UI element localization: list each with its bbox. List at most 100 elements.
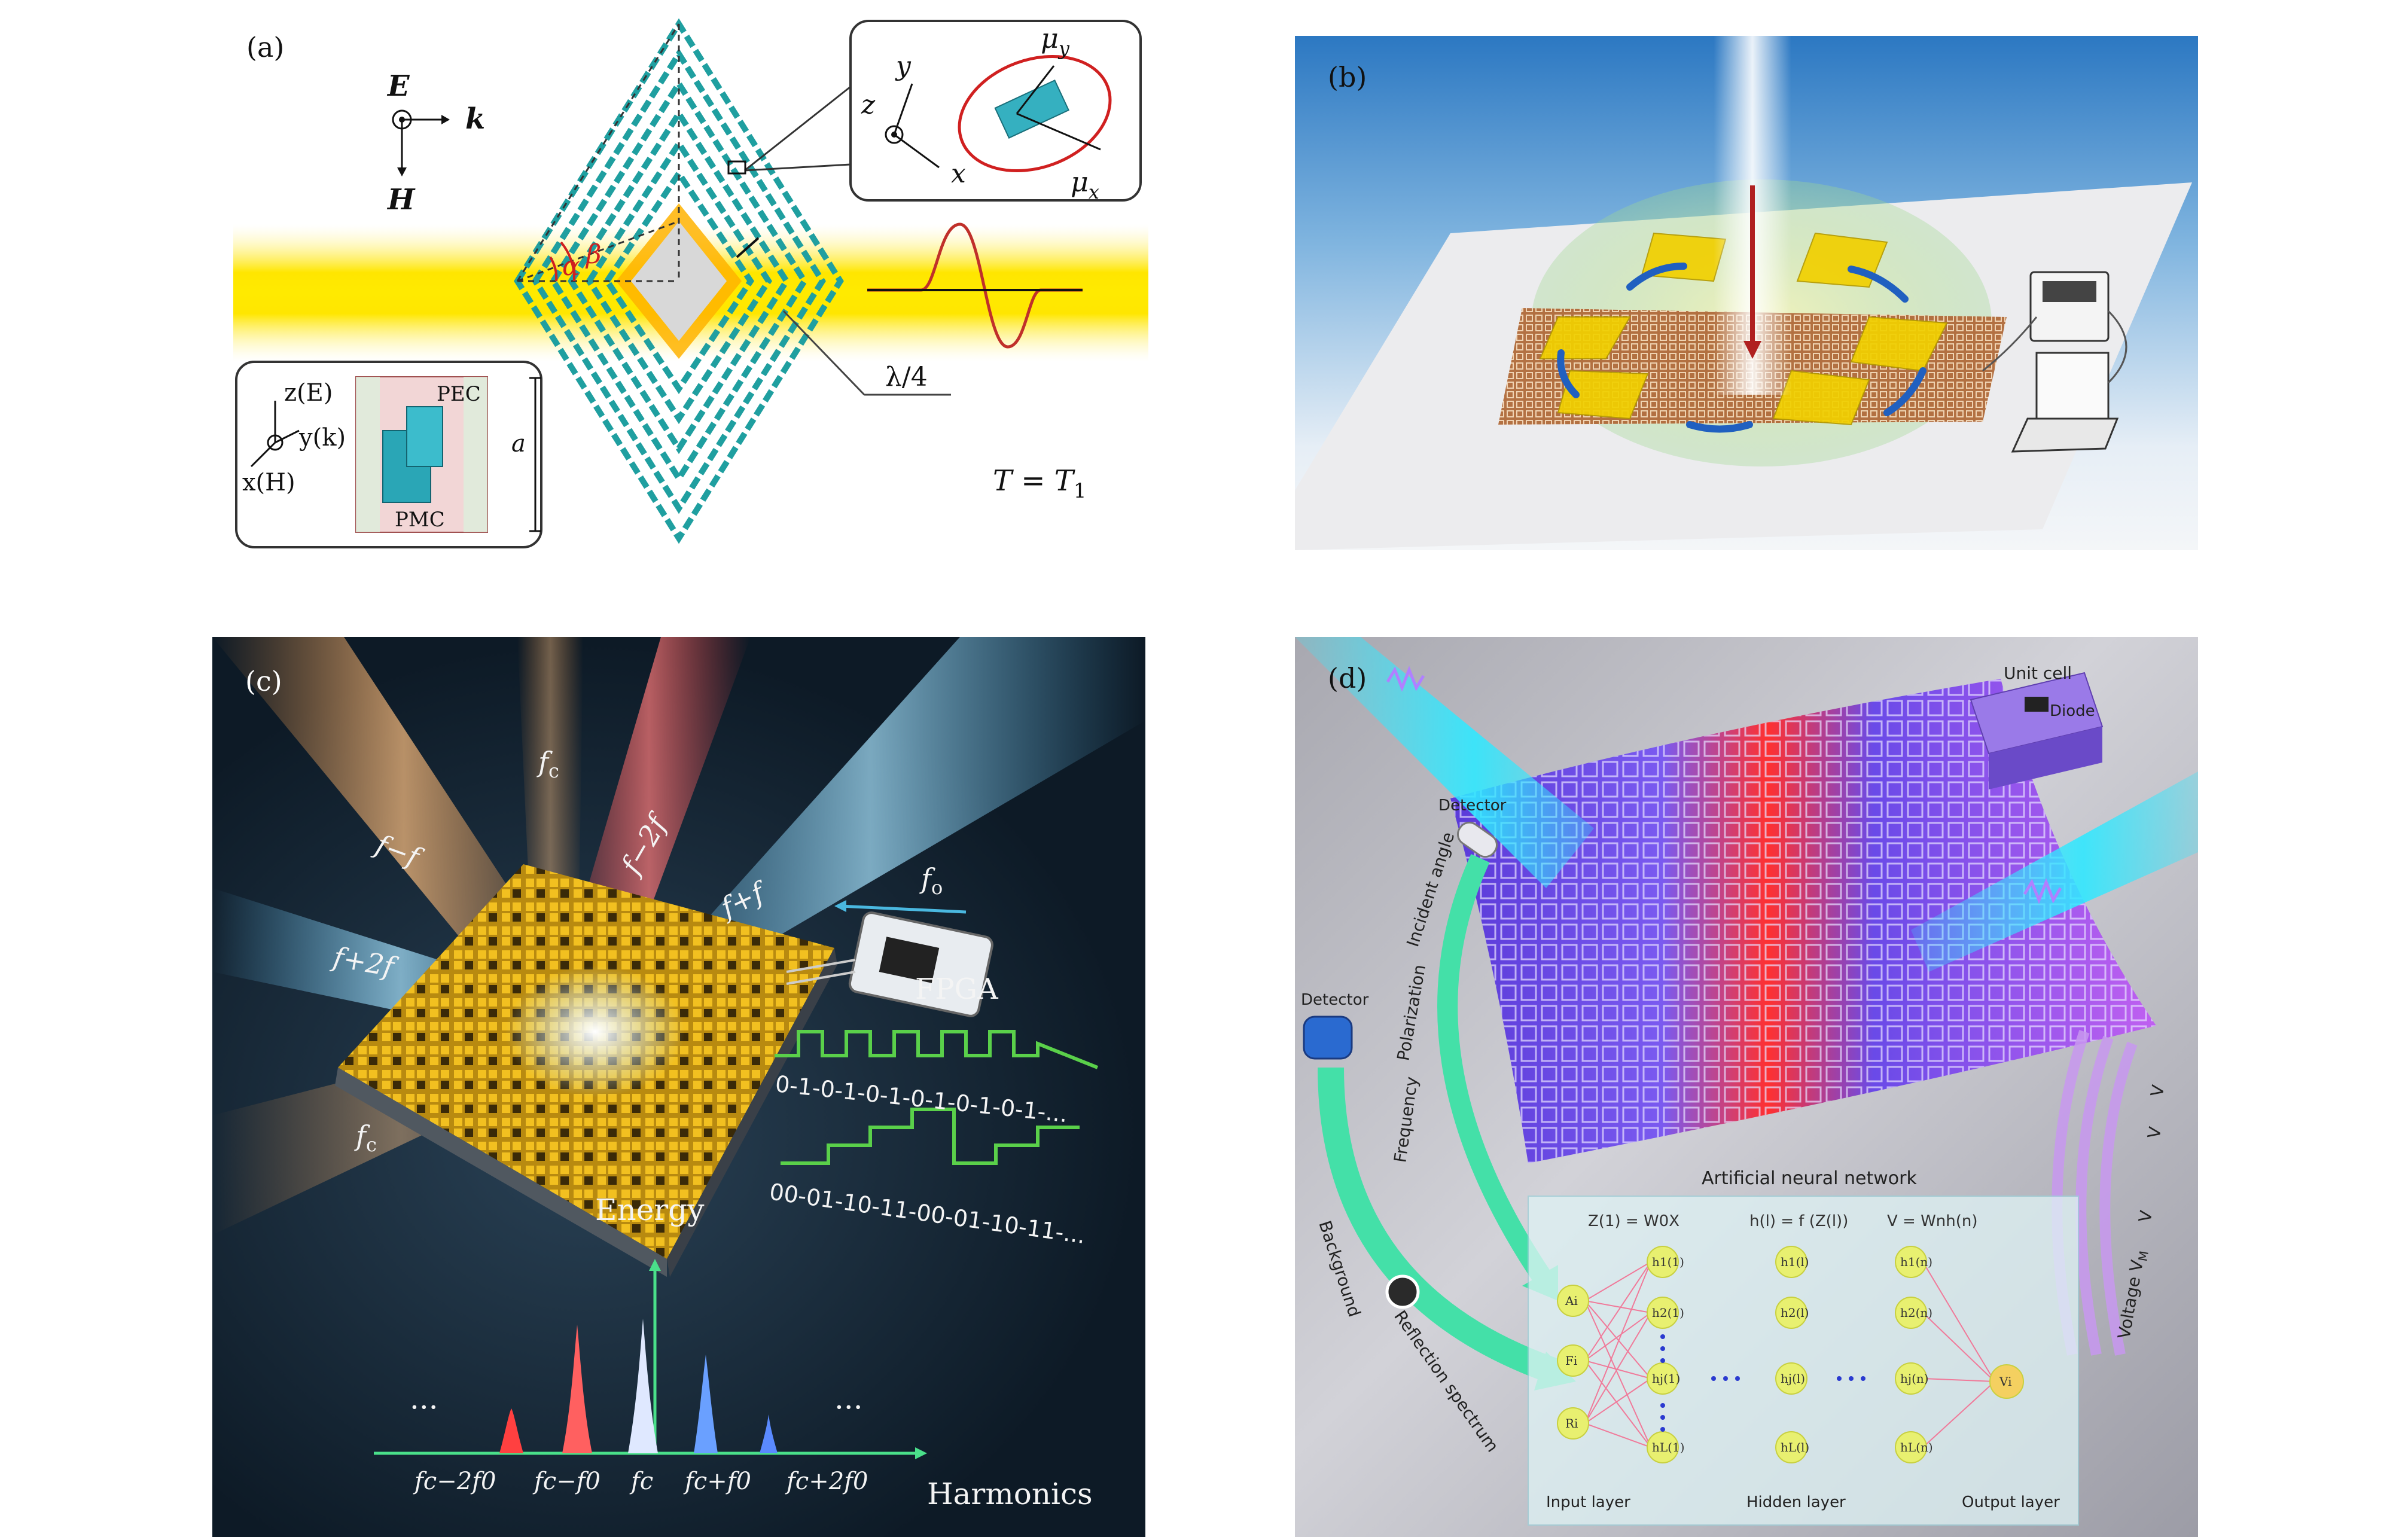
- panel-a-label: (a): [246, 31, 284, 63]
- panel-b-label: (b): [1328, 61, 1367, 93]
- permeability-ellipse: [958, 54, 1112, 173]
- harmonic-peaks: [499, 1319, 778, 1453]
- alpha-label: α: [562, 251, 580, 282]
- cell-size-a-label: a: [511, 430, 526, 458]
- beta-label: β: [585, 239, 601, 270]
- diode-chip: [2025, 697, 2049, 712]
- E-label: E: [386, 69, 410, 103]
- detector-top-icon: [1457, 821, 1498, 858]
- zE-label: z(E): [284, 379, 333, 407]
- tick-fc-plus-2f0: fc+2f0: [785, 1468, 868, 1495]
- hidden-layer-label: Hidden layer: [1746, 1493, 1846, 1511]
- fc-top-label: fc: [537, 746, 559, 782]
- fo-label: fo: [919, 862, 943, 899]
- binary-code-wave: [775, 1030, 1099, 1069]
- transmitted-wave: [867, 222, 1083, 349]
- node-input-A: Ai: [1565, 1294, 1578, 1308]
- inset-y-label: y: [895, 51, 912, 81]
- xH-label: x(H): [242, 469, 295, 496]
- node-hl-L: hL(l): [1781, 1440, 1809, 1454]
- z-axis-dot: [885, 125, 904, 144]
- node-h1-L: hL(1): [1652, 1440, 1685, 1454]
- ann-ellipsis-dots: [1660, 1334, 1865, 1432]
- polarization-label: Polarization: [1393, 963, 1429, 1062]
- node-h1-2: h2(1): [1652, 1306, 1684, 1320]
- lambda-quarter-label: λ/4: [885, 362, 928, 392]
- dots-left: ···: [410, 1390, 438, 1425]
- node-h1-j: hj(1): [1652, 1371, 1680, 1386]
- thickness-arrow: [736, 237, 760, 258]
- energy-label: Energy: [595, 1193, 705, 1227]
- ann-node-labels: Ai Fi Ri h1(1) h2(1) hj(1) hL(1) h1(l) h…: [1565, 1255, 2012, 1454]
- panel-c: 0-1-0-1-0-1-0-1-0-1-0-1-... 00-01-10-11-…: [212, 637, 1145, 1537]
- panel-b-illustration: (b): [1295, 36, 2192, 550]
- code-sequence-1: 0-1-0-1-0-1-0-1-0-1-0-1-...: [774, 1071, 1069, 1127]
- ann-box: [1528, 1196, 2079, 1526]
- diode-label: Diode: [2050, 702, 2095, 720]
- node-hn-j: hj(n): [1900, 1371, 1929, 1386]
- tick-fc-plus-f0: fc+f0: [683, 1468, 751, 1495]
- laptop-screen: [2035, 352, 2110, 420]
- node-hl-j: hj(l): [1781, 1371, 1805, 1386]
- lambda-leader: [782, 310, 865, 396]
- ann-nodes: [1557, 1246, 2024, 1463]
- detector-left-icon: [1303, 1016, 1353, 1060]
- panel-b: (b): [1295, 36, 2198, 550]
- alpha-arc: [549, 256, 558, 282]
- guide-lines: [516, 23, 680, 282]
- panel-d-illustration: Unit cell Diode Detector Detector Incide…: [1295, 637, 2198, 1526]
- incident-wave-glyph: [1386, 666, 1425, 692]
- ann-connections: [1584, 1261, 1995, 1448]
- inset-permeability: [849, 20, 1142, 202]
- tick-fc: fc: [629, 1468, 653, 1495]
- voltage-label: Voltage VM: [2114, 1248, 2151, 1341]
- circulation-arrows: [1557, 263, 1927, 433]
- inset-z-label: z: [861, 90, 876, 120]
- mu-y-label: μy: [1041, 22, 1070, 60]
- polarization-arrow: [1437, 853, 1555, 1289]
- fpga-label: FPGA: [915, 972, 999, 1006]
- cloak-stripes: [514, 18, 844, 544]
- node-hl-1: h1(l): [1781, 1255, 1809, 1269]
- pmc-label: PMC: [395, 508, 445, 532]
- output-layer-label: Output layer: [1962, 1493, 2060, 1511]
- reflected-beam-cyan: [1911, 771, 2198, 972]
- control-wires: [786, 959, 856, 973]
- node-output-V: Vi: [1999, 1374, 2012, 1389]
- panel-c-label: (c): [245, 665, 282, 697]
- panel-d: Unit cell Diode Detector Detector Incide…: [1295, 637, 2198, 1537]
- vi-label: V: [2135, 1209, 2156, 1224]
- cell-block-back: [406, 406, 443, 467]
- incident-beam-cyan: [1295, 637, 1594, 888]
- beam-spot: [505, 966, 685, 1097]
- laptop-keyboard: [2011, 417, 2119, 453]
- reflection-arrow: [1318, 1067, 1563, 1385]
- ann-eq1: Z(1) = W0X: [1588, 1212, 1679, 1230]
- input-layer-label: Input layer: [1546, 1493, 1630, 1511]
- frequency-label: Frequency: [1390, 1075, 1422, 1164]
- reflected-wave-glyph: [2023, 878, 2062, 904]
- panel-a-illustration: α β λ/4 y z x μy μx E k: [233, 18, 1148, 548]
- fc-reflected-label: fc: [354, 1120, 377, 1156]
- ann-title: Artificial neural network: [1702, 1168, 1917, 1189]
- node-hl-2: h2(l): [1781, 1306, 1809, 1320]
- k-label: k: [465, 102, 485, 136]
- panel-d-label: (d): [1328, 662, 1367, 694]
- node-h1-1: h1(1): [1652, 1255, 1684, 1269]
- fo-arrow: [840, 904, 967, 914]
- dots-right: ···: [834, 1390, 863, 1425]
- detector-left-label: Detector: [1301, 991, 1369, 1009]
- panel-a: α β λ/4 y z x μy μx E k: [233, 12, 1148, 553]
- unit-cell-marker: [727, 160, 746, 175]
- inset-x-label: x: [951, 158, 966, 189]
- mu-x-label: μx: [1071, 166, 1099, 203]
- code-sequence-2: 00-01-10-11-00-01-10-11-...: [768, 1178, 1087, 1249]
- node-hn-L: hL(n): [1900, 1440, 1933, 1454]
- quaternary-code-wave: [781, 1108, 1080, 1165]
- beta-arc: [560, 241, 576, 282]
- tick-fc-minus-2f0: fc−2f0: [413, 1468, 496, 1495]
- tick-fc-minus-f0: fc−f0: [532, 1468, 600, 1495]
- yk-label: y(k): [298, 424, 346, 452]
- v2-label: V: [2144, 1126, 2165, 1140]
- spectrum-tick-labels: fc−2f0 fc−f0 fc fc+f0 fc+2f0: [413, 1468, 868, 1495]
